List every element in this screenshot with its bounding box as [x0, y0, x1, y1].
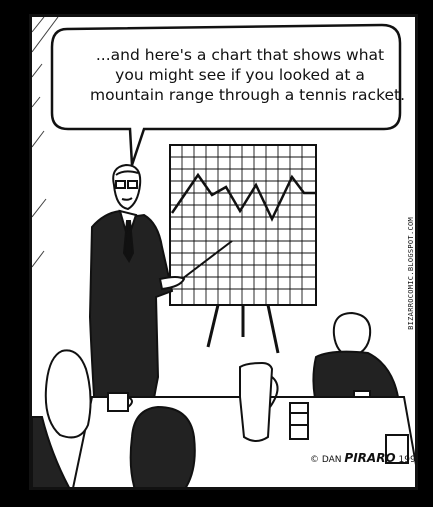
caption-line-1: ...and here's a chart that shows what	[95, 46, 385, 64]
presenter	[88, 163, 233, 428]
chart-board	[169, 144, 317, 354]
dated-cup	[385, 434, 409, 464]
cup-date: 7-21	[417, 447, 418, 459]
mountain-line	[170, 172, 316, 222]
website-url: BIZARROCOMIC.BLOGSPOT.COM	[407, 217, 415, 330]
caption-line-3: mountain range through a tennis racket.	[90, 86, 406, 104]
stacked-cups	[289, 402, 309, 440]
speech-bubble-text: ...and here's a chart that shows what yo…	[90, 45, 406, 105]
pitcher	[239, 361, 279, 442]
seated-woman-left	[32, 349, 92, 487]
artist-name: PIRARO	[344, 451, 396, 465]
comic-panel: ...and here's a chart that shows what yo…	[29, 14, 418, 490]
speech-bubble	[50, 23, 402, 166]
coffee-cup	[107, 392, 133, 412]
artist-signature: © DAN PIRARO 1997	[310, 451, 416, 465]
cartoon-illustration	[32, 17, 415, 487]
caption-line-2: you might see if you looked at a	[115, 66, 365, 84]
year-text: 1997	[398, 455, 416, 465]
seated-woman-center	[129, 405, 196, 487]
copyright-text: © DAN	[310, 455, 342, 465]
